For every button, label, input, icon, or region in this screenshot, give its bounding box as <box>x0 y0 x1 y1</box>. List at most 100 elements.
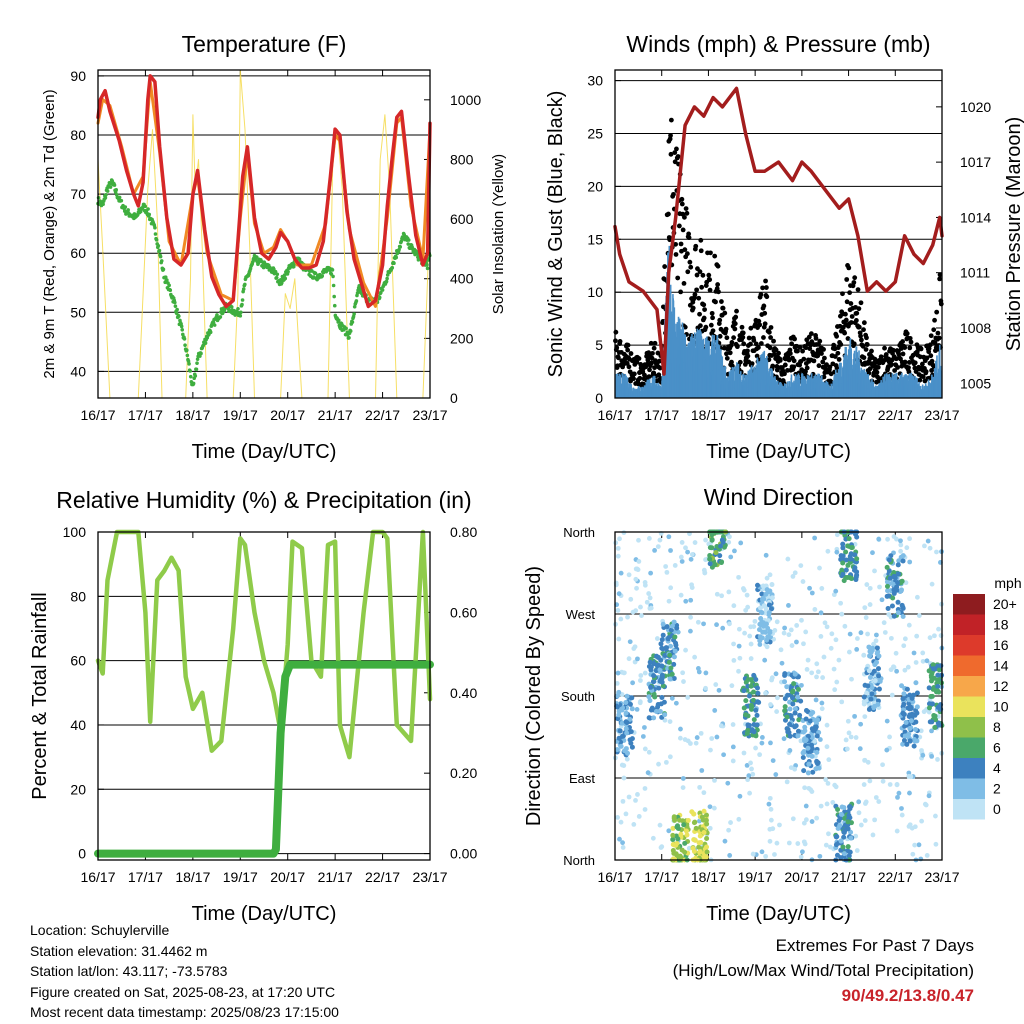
direction-point <box>673 842 679 848</box>
y-tick-label: 100 <box>63 524 87 540</box>
dewpoint-point <box>425 263 429 267</box>
direction-point <box>814 674 819 680</box>
direction-point <box>747 790 753 796</box>
gust-point <box>883 352 889 357</box>
direction-point <box>747 633 753 639</box>
gust-point <box>761 335 766 340</box>
dewpoint-point <box>275 272 280 277</box>
dewpoint-point <box>332 294 336 299</box>
direction-point <box>887 575 893 581</box>
direction-point <box>804 667 810 672</box>
gust-point <box>845 336 851 341</box>
direction-point <box>792 706 798 712</box>
gust-point <box>723 326 729 332</box>
direction-point <box>786 632 792 638</box>
direction-point <box>790 689 796 695</box>
colorbar-swatch <box>953 799 985 820</box>
direction-point <box>703 685 708 691</box>
direction-point <box>903 719 909 725</box>
direction-point <box>872 817 878 823</box>
direction-point <box>914 704 920 710</box>
winds-panel: 16/17 17/17 18/17 19/17 20/17 21/17 22/17 23/17… <box>545 31 1024 463</box>
direction-point <box>792 766 798 772</box>
dewpoint-point <box>184 348 189 353</box>
direction-point <box>759 740 765 746</box>
direction-point <box>668 585 674 591</box>
elevation-text: Station elevation: 31.4462 m <box>30 942 208 959</box>
direction-point <box>908 718 914 724</box>
direction-point <box>789 643 795 648</box>
direction-point <box>867 585 873 591</box>
gust-point <box>706 272 712 278</box>
direction-point <box>702 570 708 576</box>
direction-point <box>791 681 797 687</box>
direction-point <box>768 702 773 707</box>
direction-point <box>658 641 664 647</box>
direction-point <box>866 706 872 712</box>
x-tick-label: 18/17 <box>691 407 726 423</box>
gust-point <box>652 340 658 346</box>
gust-point <box>724 335 730 341</box>
direction-point <box>767 838 773 844</box>
direction-point <box>755 699 761 705</box>
direction-point <box>651 678 657 684</box>
direction-point <box>703 537 708 543</box>
direction-point <box>799 617 804 623</box>
x-axis-label: Time (Day/UTC) <box>192 903 337 925</box>
dewpoint-point <box>394 255 399 260</box>
direction-point <box>935 677 941 683</box>
direction-point <box>725 780 731 786</box>
y2-tick-label: 1005 <box>960 375 991 391</box>
direction-point <box>794 623 800 628</box>
direction-point <box>759 849 765 855</box>
direction-point <box>920 658 926 664</box>
direction-point <box>782 708 788 714</box>
direction-point <box>895 562 901 568</box>
gust-point <box>675 275 681 281</box>
dewpoint-point <box>273 269 278 274</box>
y-axis-label: Percent & Total Rainfall <box>29 592 51 800</box>
direction-point <box>736 816 742 822</box>
direction-point <box>686 845 692 851</box>
direction-point <box>854 848 860 853</box>
direction-point <box>707 556 713 562</box>
direction-point <box>624 720 630 726</box>
dewpoint-point <box>154 238 159 242</box>
gust-point <box>666 211 671 217</box>
gust-point <box>864 342 870 347</box>
gust-point <box>760 285 766 291</box>
gust-point <box>920 374 926 380</box>
x-tick-label: 17/17 <box>644 869 679 885</box>
direction-point <box>636 559 642 564</box>
direction-point <box>817 737 823 742</box>
direction-point <box>843 567 849 573</box>
direction-point <box>795 733 801 739</box>
gust-point <box>767 345 773 351</box>
dewpoint-point <box>193 374 198 378</box>
direction-point <box>803 629 809 635</box>
direction-point <box>691 820 697 826</box>
colorbar-swatch <box>953 655 985 676</box>
gust-point <box>656 372 662 378</box>
direction-point <box>914 633 920 639</box>
dewpoint-point <box>380 288 385 292</box>
direction-point <box>894 782 900 788</box>
direction-point <box>619 720 625 726</box>
direction-point <box>708 747 713 753</box>
dewpoint-point <box>205 335 210 340</box>
direction-point <box>659 663 665 669</box>
direction-point <box>926 685 932 691</box>
gust-point <box>702 307 707 312</box>
gust-point <box>859 337 864 343</box>
gust-point <box>906 369 912 375</box>
direction-point <box>730 722 736 727</box>
colorbar-label: 8 <box>993 719 1001 735</box>
gust-point <box>696 295 702 301</box>
y2-tick-label: 0.40 <box>450 685 477 701</box>
direction-point <box>741 705 747 711</box>
direction-point <box>865 759 871 765</box>
colorbar-label: 6 <box>993 740 1001 756</box>
direction-point <box>727 621 732 627</box>
direction-point <box>629 744 635 750</box>
